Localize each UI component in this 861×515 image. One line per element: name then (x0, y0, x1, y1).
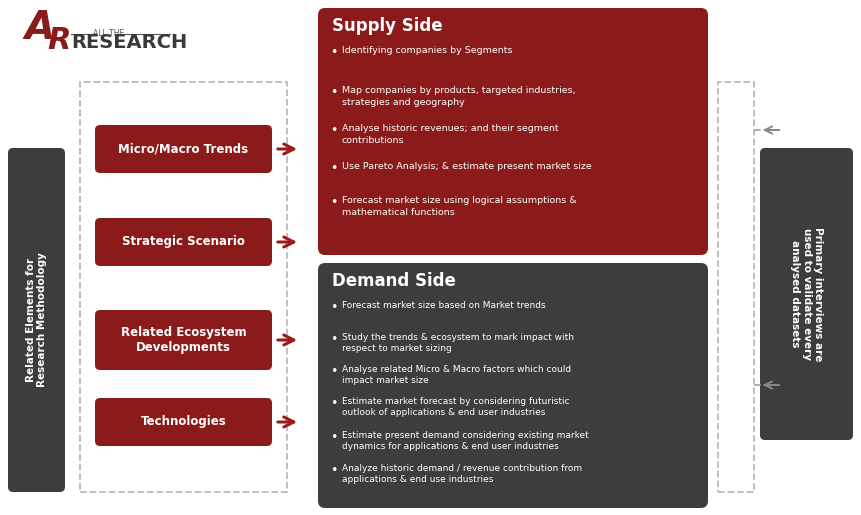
FancyBboxPatch shape (318, 8, 708, 255)
Text: Demand Side: Demand Side (332, 272, 455, 290)
Text: •: • (330, 397, 338, 410)
Text: Supply Side: Supply Side (332, 17, 443, 35)
Text: •: • (330, 196, 338, 209)
Text: Identifying companies by Segments: Identifying companies by Segments (342, 46, 512, 55)
FancyBboxPatch shape (318, 263, 708, 508)
Text: Study the trends & ecosystem to mark impact with
respect to market sizing: Study the trends & ecosystem to mark imp… (342, 333, 574, 353)
FancyBboxPatch shape (760, 148, 853, 440)
Text: Analyse historic revenues; and their segment
contributions: Analyse historic revenues; and their seg… (342, 124, 559, 145)
Text: R: R (47, 26, 71, 55)
Text: Strategic Scenario: Strategic Scenario (122, 235, 245, 249)
Text: •: • (330, 333, 338, 346)
Text: Technologies: Technologies (140, 416, 226, 428)
Text: •: • (330, 431, 338, 444)
Text: ALL THE: ALL THE (93, 29, 125, 39)
FancyBboxPatch shape (95, 125, 272, 173)
FancyBboxPatch shape (95, 218, 272, 266)
Text: •: • (330, 124, 338, 137)
Text: A: A (25, 9, 55, 47)
Text: Analyze historic demand / revenue contribution from
applications & end use indus: Analyze historic demand / revenue contri… (342, 464, 582, 485)
Text: Forecast market size based on Market trends: Forecast market size based on Market tre… (342, 301, 546, 310)
Text: Primary interviews are
used to validate every
analysed datasets: Primary interviews are used to validate … (790, 227, 823, 361)
Text: Forecast market size using logical assumptions &
mathematical functions: Forecast market size using logical assum… (342, 196, 577, 217)
Text: •: • (330, 86, 338, 99)
Text: •: • (330, 365, 338, 378)
FancyBboxPatch shape (8, 148, 65, 492)
Text: •: • (330, 301, 338, 314)
Bar (80, 82, 287, 492)
Bar (718, 82, 754, 492)
Text: Micro/Macro Trends: Micro/Macro Trends (119, 143, 249, 156)
FancyBboxPatch shape (95, 398, 272, 446)
Text: Analyse related Micro & Macro factors which could
impact market size: Analyse related Micro & Macro factors wh… (342, 365, 571, 385)
Text: Related Ecosystem
Developments: Related Ecosystem Developments (121, 326, 246, 354)
Text: Related Elements for
Research Methodology: Related Elements for Research Methodolog… (26, 252, 47, 387)
Text: •: • (330, 46, 338, 59)
Text: Map companies by products, targeted industries,
strategies and geography: Map companies by products, targeted indu… (342, 86, 576, 107)
Text: Use Pareto Analysis; & estimate present market size: Use Pareto Analysis; & estimate present … (342, 162, 592, 171)
Text: Estimate market forecast by considering futuristic
outlook of applications & end: Estimate market forecast by considering … (342, 397, 570, 418)
FancyBboxPatch shape (95, 310, 272, 370)
Text: RESEARCH: RESEARCH (71, 33, 187, 52)
Text: •: • (330, 162, 338, 175)
Text: Estimate present demand considering existing market
dynamics for applications & : Estimate present demand considering exis… (342, 431, 589, 452)
Text: •: • (330, 464, 338, 477)
